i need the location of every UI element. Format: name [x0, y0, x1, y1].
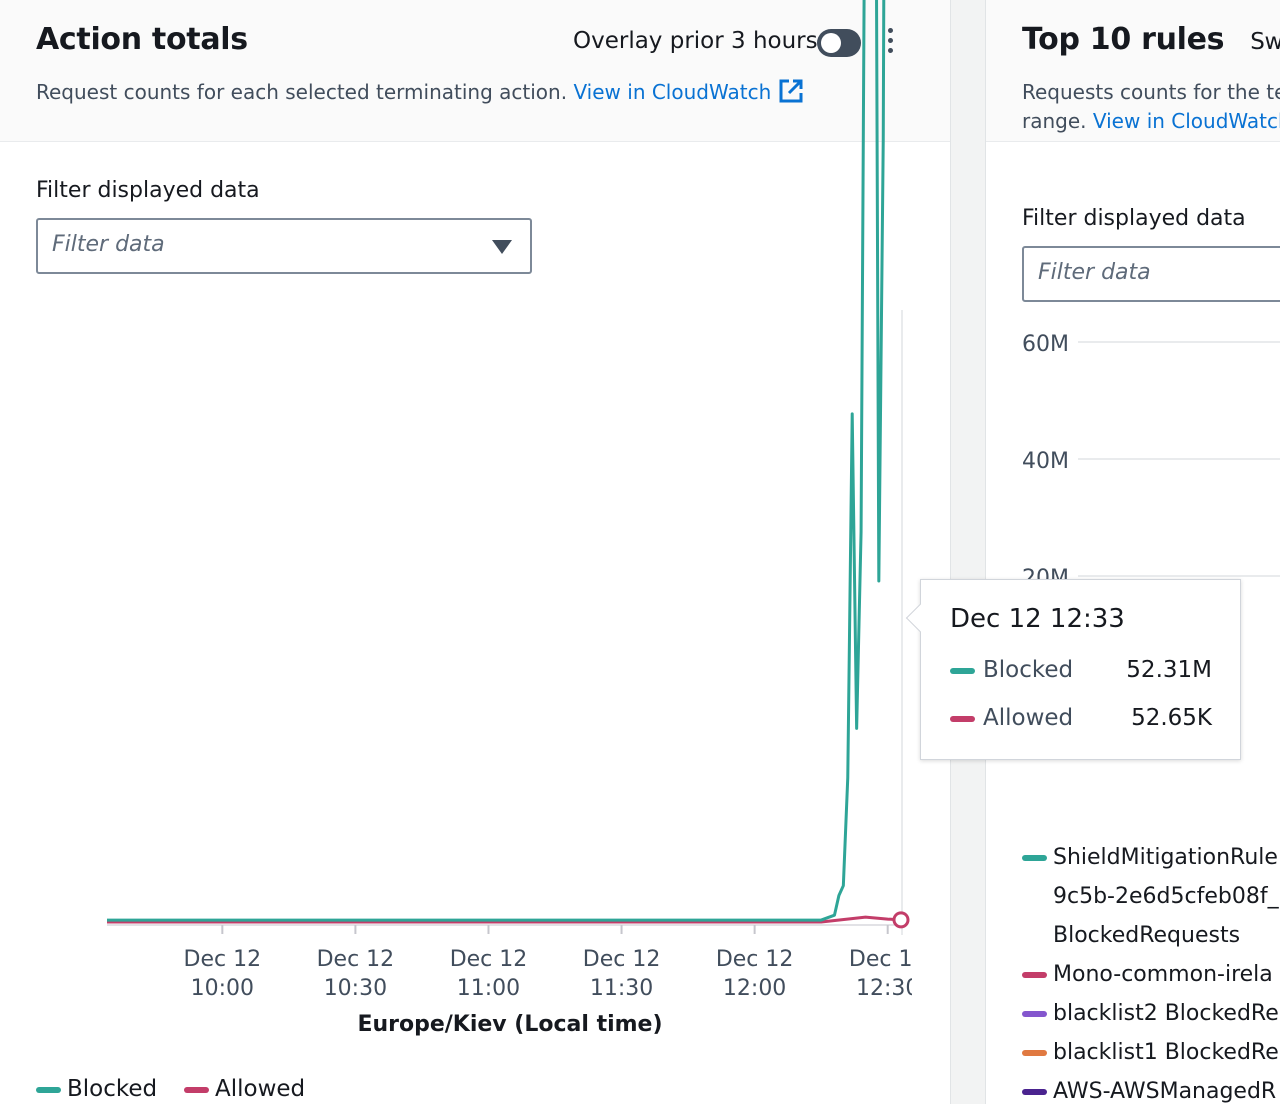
- x-tick-label: Dec 12: [583, 947, 661, 972]
- legend-swatch: [184, 1086, 209, 1093]
- legend-swatch: [1022, 1050, 1047, 1056]
- panel-description: Request counts for each selected termina…: [36, 78, 804, 107]
- legend-item[interactable]: blacklist2 BlockedRe: [1022, 994, 1279, 1033]
- top-rules-chart[interactable]: 60M 40M 20M: [986, 320, 1280, 680]
- legend-item[interactable]: blacklist1 BlockedRe: [1022, 1033, 1279, 1072]
- legend-item-blocked[interactable]: Blocked: [36, 1076, 157, 1102]
- view-in-cloudwatch-link[interactable]: View in CloudWatch: [1092, 109, 1280, 133]
- tooltip-row-blocked: Blocked 52.31M: [950, 657, 1212, 683]
- description-text: Request counts for each selected termina…: [36, 80, 568, 104]
- switch-label: Swi: [1250, 29, 1280, 55]
- external-link-icon[interactable]: [778, 78, 804, 104]
- panel-header: Top 10 rulesSwi Requests counts for the …: [986, 0, 1280, 142]
- legend-swatch: [1022, 1011, 1047, 1017]
- caret-down-icon: [492, 240, 512, 254]
- view-in-cloudwatch-link[interactable]: View in CloudWatch: [573, 80, 772, 104]
- tooltip-title: Dec 12 12:33: [950, 604, 1125, 634]
- overlay-toggle[interactable]: [817, 29, 861, 57]
- x-tick-label: 10:30: [324, 976, 387, 1001]
- panel-header: Action totals Overlay prior 3 hours Requ…: [0, 0, 950, 142]
- legend-swatch: [1022, 1089, 1047, 1095]
- series-line-blocked: [107, 0, 886, 922]
- tooltip-row-allowed: Allowed 52.65K: [950, 705, 1212, 731]
- panel-title: Top 10 rulesSwi: [1022, 22, 1280, 57]
- x-tick-label: 10:00: [191, 976, 254, 1001]
- filter-placeholder: Filter data: [52, 232, 165, 257]
- more-options-icon[interactable]: [886, 28, 896, 58]
- panel-divider: [950, 0, 986, 1104]
- legend-swatch: [36, 1086, 61, 1093]
- filter-data-select[interactable]: Filter data: [1022, 246, 1280, 302]
- x-axis-label: Europe/Kiev (Local time): [357, 1012, 662, 1037]
- x-tick-label: Dec 12: [317, 947, 395, 972]
- series-line-allowed: [107, 915, 902, 924]
- filter-label: Filter displayed data: [1022, 206, 1246, 231]
- x-tick-label: Dec 12: [184, 947, 262, 972]
- y-tick: 40M: [1022, 449, 1069, 474]
- y-tick: 60M: [1022, 332, 1069, 357]
- chart-tooltip: Dec 12 12:33 Blocked 52.31M Allowed 52.65K: [905, 579, 1241, 760]
- x-tick-label: Dec 12: [716, 947, 794, 972]
- action-totals-panel: Action totals Overlay prior 3 hours Requ…: [0, 0, 950, 1104]
- top-10-rules-panel: Top 10 rulesSwi Requests counts for the …: [986, 0, 1280, 1104]
- legend-item[interactable]: ShieldMitigationRule 9c5b-2e6d5cfeb08f_ Bl…: [1022, 838, 1279, 955]
- legend-swatch: [1022, 855, 1047, 861]
- x-tick-label: Dec 12: [450, 947, 528, 972]
- toggle-knob: [821, 33, 841, 53]
- x-tick-label: 12:00: [723, 976, 786, 1001]
- legend-item-allowed[interactable]: Allowed: [184, 1076, 305, 1102]
- data-point-allowed: [892, 911, 910, 929]
- axis-clip: [912, 930, 950, 1000]
- legend-item[interactable]: AWS-AWSManagedR: [1022, 1072, 1276, 1104]
- legend-swatch: [1022, 972, 1047, 978]
- legend-label: Blocked: [67, 1076, 158, 1102]
- x-tick-label: 11:30: [590, 976, 653, 1001]
- x-tick-label: 11:00: [457, 976, 520, 1001]
- filter-label: Filter displayed data: [36, 178, 260, 203]
- overlay-label: Overlay prior 3 hours: [573, 28, 818, 54]
- legend-item[interactable]: Mono-common-irela: [1022, 955, 1273, 994]
- legend-label: Allowed: [215, 1076, 306, 1102]
- panel-title: Action totals: [36, 22, 248, 57]
- x-tick-label: 12:30: [856, 976, 919, 1001]
- filter-data-select[interactable]: Filter data: [36, 218, 532, 274]
- panel-description: Requests counts for the ter range. View …: [1022, 78, 1280, 136]
